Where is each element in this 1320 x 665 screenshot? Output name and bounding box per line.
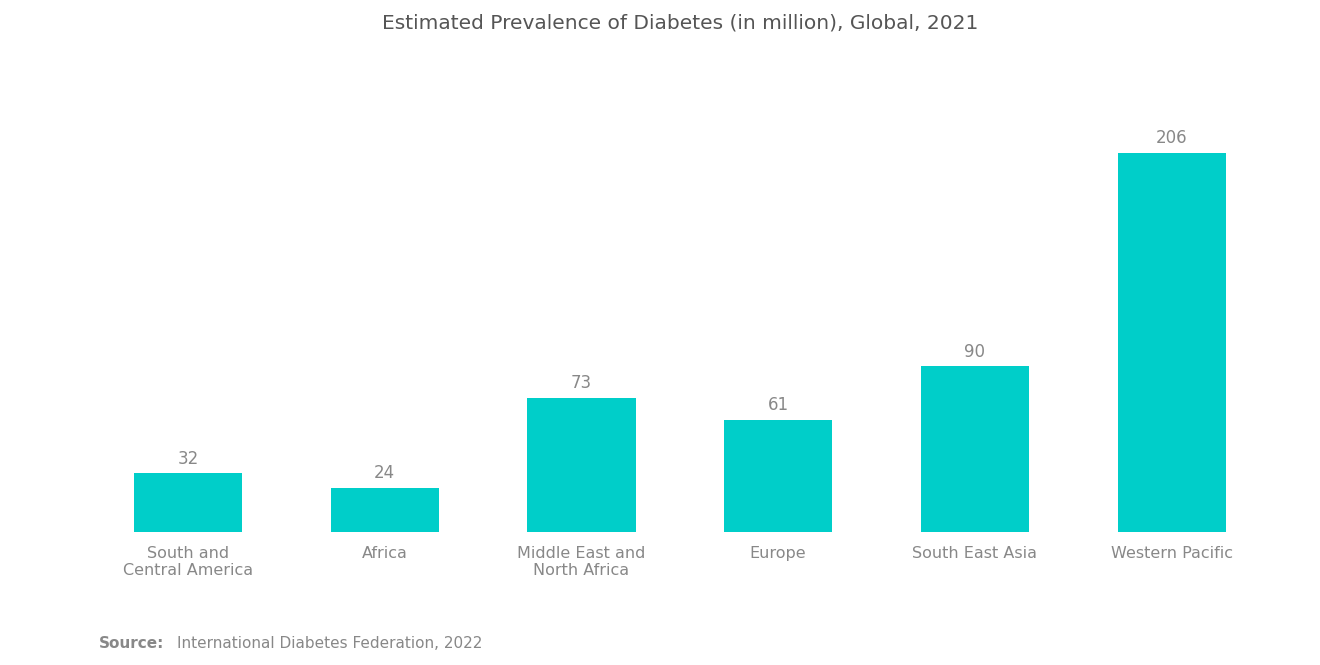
Bar [921,366,1030,532]
Text: Source:: Source: [99,636,165,652]
Text: 73: 73 [570,374,591,392]
Bar [1118,153,1226,532]
Title: Estimated Prevalence of Diabetes (in million), Global, 2021: Estimated Prevalence of Diabetes (in mil… [381,13,978,32]
Text: 61: 61 [768,396,789,414]
Text: 206: 206 [1156,129,1188,147]
Bar [725,420,833,532]
Text: International Diabetes Federation, 2022: International Diabetes Federation, 2022 [177,636,482,652]
Bar [330,488,438,532]
Bar [527,398,635,532]
Text: 24: 24 [374,464,395,482]
Text: 90: 90 [965,342,986,360]
Bar [133,473,242,532]
Text: 32: 32 [177,450,198,467]
